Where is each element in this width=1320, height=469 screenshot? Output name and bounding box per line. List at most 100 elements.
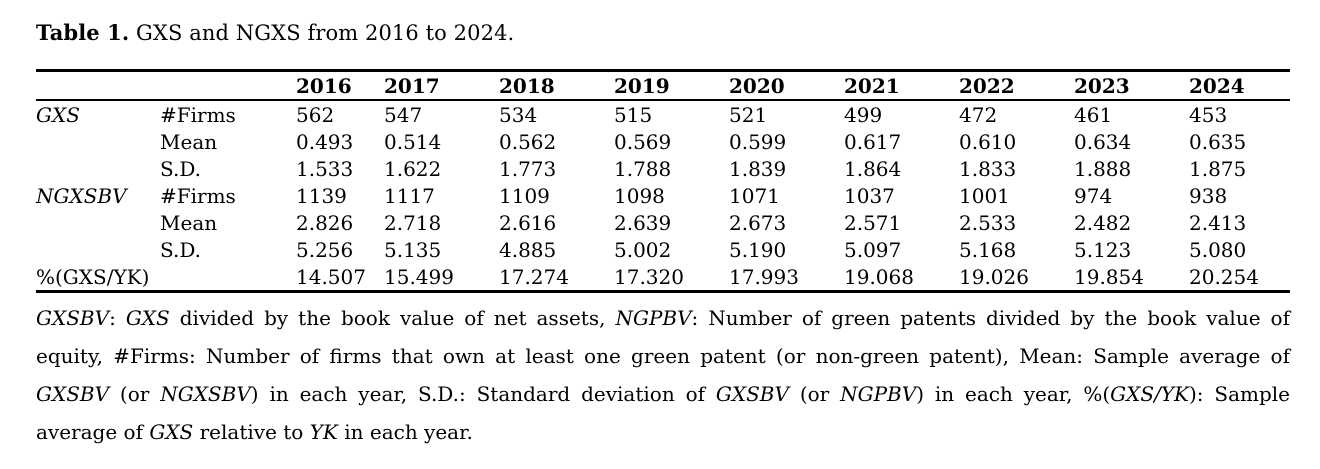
- table-cell: 1098: [614, 183, 665, 208]
- table-cell: 1.864: [844, 156, 902, 181]
- table-footnote: GXSBV: GXS divided by the book value of …: [36, 299, 1290, 451]
- table-cell: 5.123: [1074, 237, 1132, 262]
- table-cell: 1139: [296, 183, 347, 208]
- table-cell: 0.610: [959, 129, 1017, 154]
- footnote-term: GXS: [125, 306, 170, 330]
- footnote-text: (or: [109, 382, 161, 406]
- footnote-text: average of: [36, 420, 150, 444]
- footnote-text: ) in each year, %(: [916, 382, 1111, 406]
- year-header: 2019: [614, 73, 670, 98]
- footnote-text: divided by the book value of net assets,: [169, 306, 616, 330]
- header-spacer: [160, 71, 296, 101]
- footnote-text: equity, #Firms: Number of firms that own…: [36, 344, 1290, 368]
- table-header-row: 2016 2017 2018 2019 2020 2021 2022 2023 2024: [36, 71, 1290, 101]
- footnote-line: equity, #Firms: Number of firms that own…: [36, 337, 1290, 375]
- footnote-text: ) in each year, S.D.: Standard deviation…: [250, 382, 716, 406]
- table-row: S.D. 1.533 1.622 1.773 1.788 1.839 1.864 1.833 1…: [36, 155, 1290, 182]
- table-row: S.D. 5.256 5.135 4.885 5.002 5.190 5.097 5.168 5…: [36, 236, 1290, 263]
- footnote-text: ): Sample: [1188, 382, 1291, 406]
- table-cell: 0.599: [729, 129, 787, 154]
- table-cell: 2.533: [959, 210, 1017, 235]
- row-stat-label: #Firms: [160, 102, 236, 127]
- row-group-label: NGXSBV: [36, 183, 127, 208]
- footnote-term: GXSBV: [36, 382, 110, 406]
- row-group-label: [36, 128, 160, 155]
- table-cell: 453: [1189, 102, 1228, 127]
- table-cell: 17.320: [614, 264, 684, 289]
- table-cell: 1.788: [614, 156, 672, 181]
- year-header: 2016: [296, 73, 352, 98]
- table-cell: 2.673: [729, 210, 787, 235]
- table-row: Mean 2.826 2.718 2.616 2.639 2.673 2.571 2.533 2…: [36, 209, 1290, 236]
- table-cell: 15.499: [384, 264, 454, 289]
- table-cell: 5.168: [959, 237, 1017, 262]
- header-spacer: [36, 71, 160, 101]
- table-cell: 0.569: [614, 129, 672, 154]
- table-cell: 547: [384, 102, 423, 127]
- table-cell: 938: [1189, 183, 1228, 208]
- table-cell: 472: [959, 102, 998, 127]
- table-row: Mean 0.493 0.514 0.562 0.569 0.599 0.617 0.610 0…: [36, 128, 1290, 155]
- footnote-term: GXS: [149, 420, 194, 444]
- footnote-term: GXSBV: [715, 382, 789, 406]
- table-cell: 521: [729, 102, 768, 127]
- table-cell: 5.190: [729, 237, 787, 262]
- footnote-text: :: [109, 306, 126, 330]
- footnote-term: NGPBV: [615, 306, 692, 330]
- table-row: %(GXS/YK) 14.507 15.499 17.274 17.320 17.993 1…: [36, 263, 1290, 292]
- table-cell: 515: [614, 102, 653, 127]
- footnote-text: (or: [788, 382, 841, 406]
- footnote-text: relative to: [193, 420, 310, 444]
- footnote-term: NGXSBV: [160, 382, 251, 406]
- table-cell: 1.773: [499, 156, 557, 181]
- table-cell: 0.493: [296, 129, 354, 154]
- row-stat-label: S.D.: [160, 237, 202, 262]
- table-cell: 2.482: [1074, 210, 1132, 235]
- footnote-text: : Number of green patents divided by the…: [691, 306, 1290, 330]
- row-group-label: %(GXS/YK): [36, 264, 150, 289]
- table-cell: 1.533: [296, 156, 354, 181]
- table-cell: 4.885: [499, 237, 557, 262]
- table-cell: 5.135: [384, 237, 442, 262]
- row-group-label: [36, 209, 160, 236]
- footnote-line: GXSBV (or NGXSBV) in each year, S.D.: St…: [36, 375, 1290, 413]
- table-cell: 2.616: [499, 210, 557, 235]
- table-header: 2016 2017 2018 2019 2020 2021 2022 2023 2024: [36, 71, 1290, 101]
- table-cell: 974: [1074, 183, 1113, 208]
- table-cell: 5.080: [1189, 237, 1247, 262]
- footnote-term: GXSBV: [36, 306, 110, 330]
- table-cell: 534: [499, 102, 538, 127]
- table-cell: 0.617: [844, 129, 902, 154]
- table-cell: 2.639: [614, 210, 672, 235]
- table-cell: 499: [844, 102, 883, 127]
- table-cell: 2.413: [1189, 210, 1247, 235]
- row-group-label: GXS: [36, 102, 80, 127]
- row-group-label: [36, 236, 160, 263]
- table-caption-text: GXS and NGXS from 2016 to 2024.: [129, 21, 515, 45]
- footnote-text: in each year.: [337, 420, 473, 444]
- table-cell: 0.635: [1189, 129, 1247, 154]
- table-cell: 17.993: [729, 264, 799, 289]
- table-cell: 1037: [844, 183, 895, 208]
- table-cell: 2.571: [844, 210, 902, 235]
- table-cell: 1117: [384, 183, 435, 208]
- table-cell: 1109: [499, 183, 550, 208]
- year-header: 2024: [1189, 73, 1245, 98]
- table-cell: 2.718: [384, 210, 442, 235]
- footnote-term: YK: [309, 420, 338, 444]
- table-cell: 1.875: [1189, 156, 1247, 181]
- table-caption-number: Table 1.: [36, 20, 130, 45]
- footnote-term: NGPBV: [840, 382, 917, 406]
- table-cell: 1.839: [729, 156, 787, 181]
- table-cell: 19.854: [1074, 264, 1144, 289]
- row-stat-label: [160, 263, 296, 292]
- table-cell: 1.622: [384, 156, 442, 181]
- table-cell: 0.562: [499, 129, 557, 154]
- table-cell: 0.634: [1074, 129, 1132, 154]
- table-cell: 5.002: [614, 237, 672, 262]
- year-header: 2020: [729, 73, 785, 98]
- footnote-term: GXS/YK: [1110, 382, 1189, 406]
- table-row: GXS #Firms 562 547 534 515 521 499 472 461 453: [36, 100, 1290, 128]
- footnote-line: average of GXS relative to YK in each ye…: [36, 413, 1290, 451]
